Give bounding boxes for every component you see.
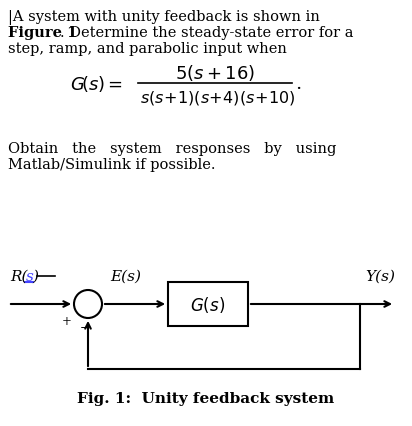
- Text: E(s): E(s): [110, 269, 141, 283]
- Bar: [168, 282, 248, 326]
- Text: step, ramp, and parabolic input when: step, ramp, and parabolic input when: [8, 42, 287, 56]
- Text: . Determine the steady-state error for a: . Determine the steady-state error for a: [60, 26, 353, 40]
- Text: |A system with unity feedback is shown in: |A system with unity feedback is shown i…: [8, 10, 320, 25]
- Text: +: +: [62, 314, 72, 327]
- Text: Figure 1: Figure 1: [8, 26, 77, 40]
- Text: Matlab/Simulink if possible.: Matlab/Simulink if possible.: [8, 158, 215, 172]
- Text: s: s: [26, 269, 34, 283]
- Text: Y(s): Y(s): [365, 269, 395, 283]
- Text: .: .: [295, 75, 301, 93]
- Text: $s(s\!+\!1)(s\!+\!4)(s\!+\!10)$: $s(s\!+\!1)(s\!+\!4)(s\!+\!10)$: [140, 89, 296, 107]
- Text: Obtain   the   system   responses   by   using: Obtain the system responses by using: [8, 142, 336, 155]
- Text: $5(s+16)$: $5(s+16)$: [175, 63, 255, 83]
- Text: Fig. 1:  Unity feedback system: Fig. 1: Unity feedback system: [77, 391, 335, 405]
- Text: $G(s)$: $G(s)$: [190, 294, 225, 314]
- Text: $G\!\left(s\right)=$: $G\!\left(s\right)=$: [70, 74, 123, 94]
- Text: −: −: [80, 319, 90, 332]
- Text: R(: R(: [10, 269, 28, 283]
- Text: ): ): [32, 269, 38, 283]
